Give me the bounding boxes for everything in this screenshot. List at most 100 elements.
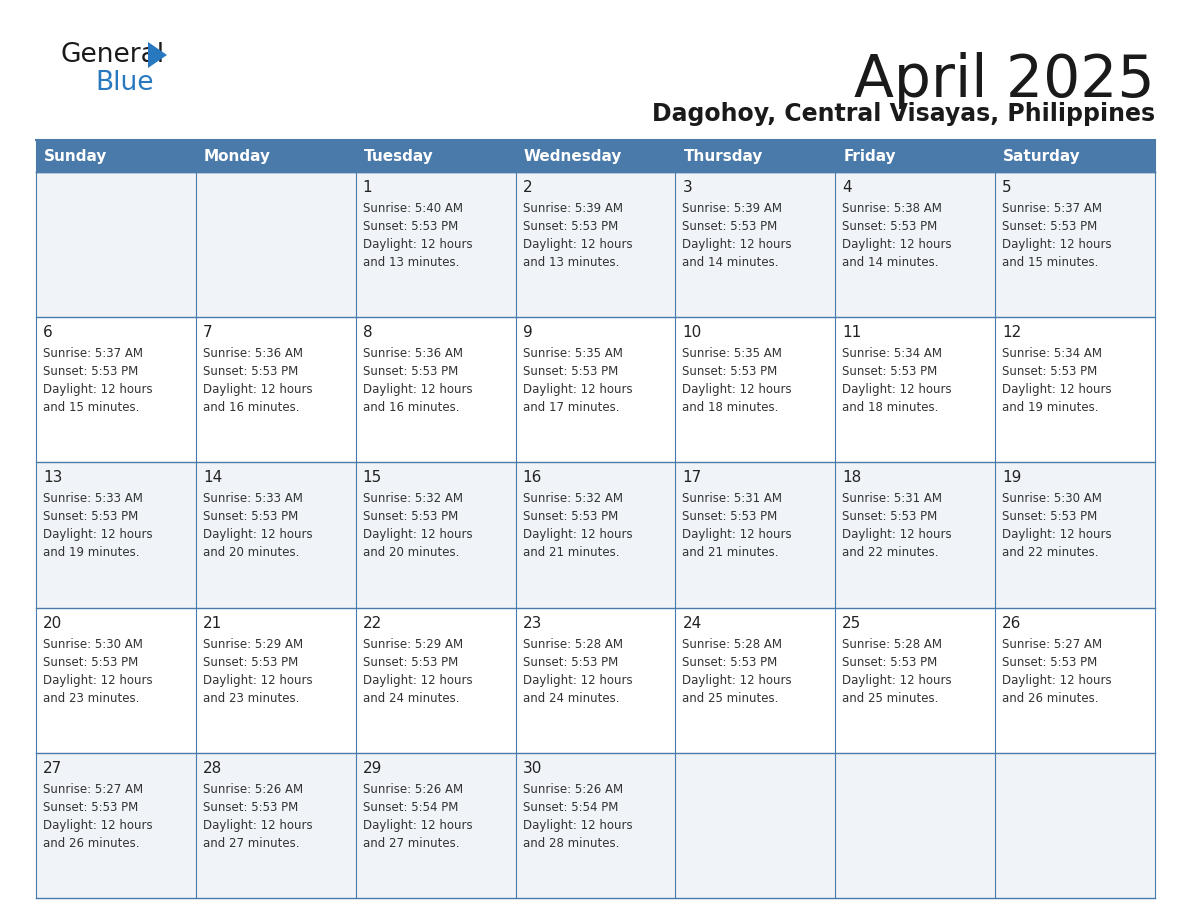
- Text: 19: 19: [1003, 470, 1022, 486]
- Text: 22: 22: [362, 616, 383, 631]
- Text: and 20 minutes.: and 20 minutes.: [203, 546, 299, 559]
- Text: and 23 minutes.: and 23 minutes.: [203, 691, 299, 705]
- Text: Thursday: Thursday: [683, 150, 763, 164]
- Text: 7: 7: [203, 325, 213, 341]
- Text: Sunrise: 5:39 AM: Sunrise: 5:39 AM: [682, 202, 783, 215]
- Text: and 16 minutes.: and 16 minutes.: [362, 401, 460, 414]
- Text: April 2025: April 2025: [854, 52, 1155, 109]
- Text: 26: 26: [1003, 616, 1022, 631]
- Text: and 20 minutes.: and 20 minutes.: [362, 546, 459, 559]
- Text: Tuesday: Tuesday: [364, 150, 434, 164]
- Text: Daylight: 12 hours: Daylight: 12 hours: [203, 819, 312, 832]
- Text: Sunrise: 5:32 AM: Sunrise: 5:32 AM: [523, 492, 623, 506]
- Text: and 28 minutes.: and 28 minutes.: [523, 837, 619, 850]
- Text: 29: 29: [362, 761, 383, 776]
- Text: and 15 minutes.: and 15 minutes.: [1003, 256, 1099, 269]
- Text: Dagohoy, Central Visayas, Philippines: Dagohoy, Central Visayas, Philippines: [652, 102, 1155, 126]
- Text: Daylight: 12 hours: Daylight: 12 hours: [523, 238, 632, 251]
- Text: Sunset: 5:53 PM: Sunset: 5:53 PM: [203, 510, 298, 523]
- Text: Daylight: 12 hours: Daylight: 12 hours: [362, 674, 473, 687]
- Text: Sunset: 5:53 PM: Sunset: 5:53 PM: [523, 220, 618, 233]
- Text: and 26 minutes.: and 26 minutes.: [1003, 691, 1099, 705]
- Text: Daylight: 12 hours: Daylight: 12 hours: [842, 383, 952, 397]
- Bar: [36, 753, 1155, 898]
- Text: Saturday: Saturday: [1003, 150, 1081, 164]
- Text: Sunset: 5:53 PM: Sunset: 5:53 PM: [1003, 510, 1098, 523]
- Text: Sunset: 5:53 PM: Sunset: 5:53 PM: [1003, 655, 1098, 668]
- Text: Daylight: 12 hours: Daylight: 12 hours: [203, 674, 312, 687]
- Text: Sunset: 5:54 PM: Sunset: 5:54 PM: [362, 800, 459, 813]
- Text: 30: 30: [523, 761, 542, 776]
- Text: Daylight: 12 hours: Daylight: 12 hours: [43, 383, 152, 397]
- Text: Sunset: 5:53 PM: Sunset: 5:53 PM: [362, 220, 457, 233]
- Text: Sunrise: 5:36 AM: Sunrise: 5:36 AM: [362, 347, 462, 360]
- Text: Daylight: 12 hours: Daylight: 12 hours: [523, 819, 632, 832]
- Text: Sunrise: 5:26 AM: Sunrise: 5:26 AM: [203, 783, 303, 796]
- Text: 13: 13: [43, 470, 63, 486]
- Text: Sunrise: 5:30 AM: Sunrise: 5:30 AM: [43, 638, 143, 651]
- Text: Daylight: 12 hours: Daylight: 12 hours: [43, 674, 152, 687]
- Text: Sunrise: 5:27 AM: Sunrise: 5:27 AM: [43, 783, 143, 796]
- Text: Sunrise: 5:34 AM: Sunrise: 5:34 AM: [1003, 347, 1102, 360]
- Text: 3: 3: [682, 180, 693, 195]
- Text: Sunset: 5:53 PM: Sunset: 5:53 PM: [362, 365, 457, 378]
- Text: 9: 9: [523, 325, 532, 341]
- Text: Sunset: 5:53 PM: Sunset: 5:53 PM: [43, 655, 138, 668]
- Text: Sunset: 5:53 PM: Sunset: 5:53 PM: [842, 510, 937, 523]
- Text: 28: 28: [203, 761, 222, 776]
- Text: Sunrise: 5:38 AM: Sunrise: 5:38 AM: [842, 202, 942, 215]
- Text: Sunrise: 5:26 AM: Sunrise: 5:26 AM: [362, 783, 463, 796]
- Text: Sunset: 5:53 PM: Sunset: 5:53 PM: [842, 220, 937, 233]
- Text: Sunrise: 5:28 AM: Sunrise: 5:28 AM: [842, 638, 942, 651]
- Bar: [36, 172, 1155, 318]
- Text: and 23 minutes.: and 23 minutes.: [43, 691, 139, 705]
- Text: and 21 minutes.: and 21 minutes.: [682, 546, 779, 559]
- Text: 25: 25: [842, 616, 861, 631]
- Text: Daylight: 12 hours: Daylight: 12 hours: [682, 238, 792, 251]
- Text: Sunset: 5:53 PM: Sunset: 5:53 PM: [362, 510, 457, 523]
- Text: Sunset: 5:53 PM: Sunset: 5:53 PM: [203, 800, 298, 813]
- Text: Blue: Blue: [95, 70, 153, 96]
- Text: 14: 14: [203, 470, 222, 486]
- Text: and 22 minutes.: and 22 minutes.: [1003, 546, 1099, 559]
- Text: Sunrise: 5:26 AM: Sunrise: 5:26 AM: [523, 783, 623, 796]
- Text: Daylight: 12 hours: Daylight: 12 hours: [682, 529, 792, 542]
- Text: Friday: Friday: [843, 150, 896, 164]
- Text: Sunrise: 5:30 AM: Sunrise: 5:30 AM: [1003, 492, 1102, 506]
- Text: Sunset: 5:53 PM: Sunset: 5:53 PM: [523, 655, 618, 668]
- Text: Daylight: 12 hours: Daylight: 12 hours: [362, 238, 473, 251]
- Text: and 25 minutes.: and 25 minutes.: [842, 691, 939, 705]
- Text: 15: 15: [362, 470, 383, 486]
- Text: Sunrise: 5:33 AM: Sunrise: 5:33 AM: [43, 492, 143, 506]
- Text: Sunset: 5:53 PM: Sunset: 5:53 PM: [523, 510, 618, 523]
- Text: and 22 minutes.: and 22 minutes.: [842, 546, 939, 559]
- Text: Sunset: 5:53 PM: Sunset: 5:53 PM: [1003, 220, 1098, 233]
- Text: Daylight: 12 hours: Daylight: 12 hours: [1003, 674, 1112, 687]
- Text: Daylight: 12 hours: Daylight: 12 hours: [1003, 529, 1112, 542]
- Text: 2: 2: [523, 180, 532, 195]
- Text: 20: 20: [43, 616, 62, 631]
- Text: 10: 10: [682, 325, 702, 341]
- Text: Daylight: 12 hours: Daylight: 12 hours: [43, 529, 152, 542]
- Text: Sunset: 5:53 PM: Sunset: 5:53 PM: [203, 365, 298, 378]
- Text: Sunrise: 5:33 AM: Sunrise: 5:33 AM: [203, 492, 303, 506]
- Text: and 21 minutes.: and 21 minutes.: [523, 546, 619, 559]
- Text: and 26 minutes.: and 26 minutes.: [43, 837, 139, 850]
- Text: Daylight: 12 hours: Daylight: 12 hours: [43, 819, 152, 832]
- Text: 8: 8: [362, 325, 372, 341]
- Text: 27: 27: [43, 761, 62, 776]
- Text: 5: 5: [1003, 180, 1012, 195]
- Text: Daylight: 12 hours: Daylight: 12 hours: [1003, 238, 1112, 251]
- Polygon shape: [148, 42, 168, 68]
- Text: and 25 minutes.: and 25 minutes.: [682, 691, 779, 705]
- Text: Sunrise: 5:28 AM: Sunrise: 5:28 AM: [682, 638, 783, 651]
- Text: Sunset: 5:54 PM: Sunset: 5:54 PM: [523, 800, 618, 813]
- Text: Sunset: 5:53 PM: Sunset: 5:53 PM: [43, 510, 138, 523]
- Bar: [36, 318, 1155, 463]
- Text: and 27 minutes.: and 27 minutes.: [362, 837, 460, 850]
- Text: 24: 24: [682, 616, 702, 631]
- Text: 17: 17: [682, 470, 702, 486]
- Text: 12: 12: [1003, 325, 1022, 341]
- Text: Daylight: 12 hours: Daylight: 12 hours: [203, 529, 312, 542]
- Text: and 14 minutes.: and 14 minutes.: [842, 256, 939, 269]
